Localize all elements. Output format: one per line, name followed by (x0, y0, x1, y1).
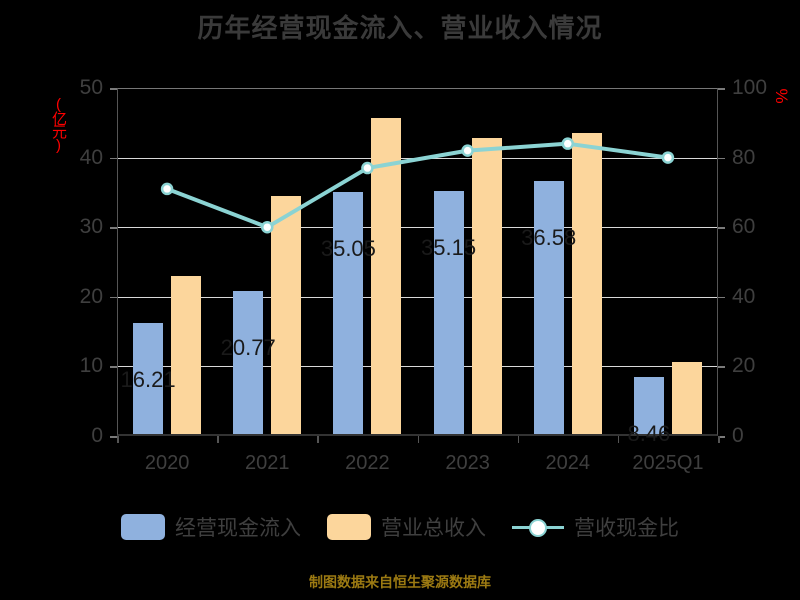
bar-value-label: 35.15 (421, 235, 477, 261)
legend-label-total-revenue: 营业总收入 (381, 517, 486, 540)
gridline (117, 88, 718, 89)
legend-line-marker-icon (512, 516, 564, 538)
y-tick-left (110, 296, 117, 299)
x-axis-tick-label: 2023 (445, 452, 490, 474)
y-tick-left (110, 227, 117, 229)
y-tick-left (110, 366, 117, 368)
plot-area: 16.21 20.77 35.05 35.15 36.58 8.46 (110, 88, 725, 446)
bar-total-revenue[interactable] (571, 132, 602, 436)
y-axis-right-tick-label: 0 (732, 424, 744, 447)
y-tick-right (718, 157, 725, 160)
x-axis-tick-label: 2025Q1 (632, 452, 704, 474)
bar-value-label: 8.46 (627, 421, 671, 447)
gridline (117, 366, 718, 368)
legend-label-cash-to-revenue-ratio: 营收现金比 (574, 517, 679, 540)
bar-total-revenue[interactable] (671, 361, 702, 436)
x-tick (217, 436, 219, 443)
y-tick-right (718, 436, 725, 438)
bar-operating-cash-inflow[interactable] (333, 192, 364, 436)
bar-total-revenue[interactable] (271, 195, 302, 436)
left-axis-unit-label: (亿元) (50, 96, 67, 152)
x-axis-tick-label: 2024 (545, 452, 591, 474)
line-data-point-marker[interactable] (160, 182, 174, 196)
x-tick (617, 436, 620, 443)
y-tick-right (718, 296, 725, 299)
y-axis-right-tick-label: 100 (732, 76, 768, 99)
y-tick-left (110, 88, 117, 90)
bar-value-label: 16.21 (120, 367, 176, 393)
bar-operating-cash-inflow[interactable] (233, 291, 264, 436)
gridline (117, 296, 718, 298)
bar-value-label: 20.77 (220, 335, 276, 361)
y-tick-right (718, 366, 725, 368)
bar-operating-cash-inflow[interactable] (433, 191, 464, 436)
y-axis-right-tick-label: 20 (732, 354, 756, 378)
x-tick (517, 436, 520, 443)
y-axis-left-tick-label: 50 (79, 76, 103, 99)
y-tick-right (718, 88, 725, 90)
legend-label-operating-cash-inflow: 经营现金流入 (175, 517, 301, 540)
plot-border (117, 88, 718, 436)
legend-swatch-blue-icon (121, 514, 165, 540)
y-axis-right-tick-label: 80 (732, 145, 756, 169)
y-axis-right-tick-label: 60 (732, 215, 756, 239)
bar-value-label: 36.58 (521, 225, 577, 251)
footer-source-note: 制图数据来自恒生聚源数据库 (309, 574, 491, 590)
y-axis-left-tick-label: 10 (79, 354, 103, 378)
y-tick-left (110, 436, 117, 438)
x-axis-tick-label: 2020 (144, 452, 190, 474)
x-tick (718, 436, 720, 443)
bar-total-revenue[interactable] (171, 275, 202, 436)
y-axis-left-tick-label: 30 (79, 215, 103, 239)
x-tick (117, 436, 119, 443)
legend-swatch-orange-icon (327, 514, 371, 540)
line-series-layer (160, 137, 675, 234)
x-tick (417, 436, 419, 443)
bar-operating-cash-inflow[interactable] (633, 377, 664, 436)
chart-legend: 经营现金流入 营业总收入 营收现金比 (0, 512, 800, 542)
gridline (117, 157, 718, 159)
y-axis-left-tick-label: 0 (91, 424, 103, 447)
bar-value-label: 35.05 (320, 236, 376, 262)
bar-operating-cash-inflow[interactable] (533, 181, 564, 436)
y-axis-right-tick-label: 40 (732, 284, 756, 308)
bar-total-revenue[interactable] (371, 117, 402, 436)
legend-item-operating-cash-inflow[interactable]: 经营现金流入 (121, 512, 301, 542)
chart-title: 历年经营现金流入、营业收入情况 (197, 13, 603, 43)
y-axis-left-tick-label: 20 (79, 284, 103, 308)
right-axis-unit-label: % (772, 88, 792, 104)
gridline (117, 227, 718, 229)
x-axis-tick-label: 2022 (345, 452, 390, 474)
legend-item-total-revenue[interactable]: 营业总收入 (327, 512, 486, 542)
bar-total-revenue[interactable] (471, 138, 502, 436)
bar-operating-cash-inflow[interactable] (133, 323, 164, 436)
legend-item-cash-to-revenue-ratio[interactable]: 营收现金比 (512, 512, 679, 542)
y-tick-right (718, 227, 725, 229)
y-axis-left-tick-label: 40 (79, 145, 103, 169)
x-axis-tick-label: 2021 (245, 452, 290, 474)
x-tick (317, 436, 319, 443)
y-tick-left (110, 157, 117, 160)
